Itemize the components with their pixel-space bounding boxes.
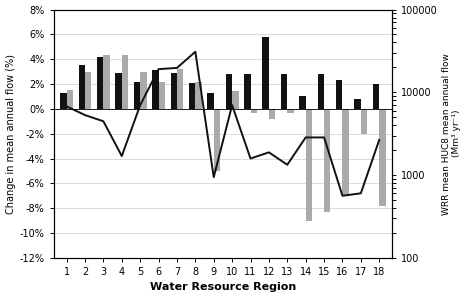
- Bar: [250, 109, 257, 113]
- Bar: [97, 57, 103, 109]
- Bar: [379, 109, 386, 206]
- Bar: [336, 80, 342, 109]
- Bar: [281, 74, 287, 109]
- Bar: [269, 109, 276, 119]
- Bar: [103, 55, 110, 109]
- Bar: [115, 73, 122, 109]
- Y-axis label: WRR mean HUC8 mean annual flow
(Mm³ yr⁻¹): WRR mean HUC8 mean annual flow (Mm³ yr⁻¹…: [442, 53, 461, 215]
- Bar: [60, 93, 67, 109]
- Bar: [189, 83, 195, 109]
- Bar: [177, 69, 184, 109]
- X-axis label: Water Resource Region: Water Resource Region: [150, 283, 296, 292]
- Bar: [152, 70, 159, 109]
- Bar: [244, 74, 250, 109]
- Bar: [170, 73, 177, 109]
- Bar: [373, 84, 379, 109]
- Bar: [195, 82, 202, 109]
- Bar: [232, 91, 239, 109]
- Bar: [299, 97, 306, 109]
- Bar: [214, 109, 220, 171]
- Bar: [159, 82, 165, 109]
- Y-axis label: Change in mean annual flow (%): Change in mean annual flow (%): [6, 54, 15, 214]
- Bar: [122, 55, 128, 109]
- Bar: [262, 37, 269, 109]
- Bar: [207, 93, 214, 109]
- Bar: [78, 66, 85, 109]
- Bar: [226, 74, 232, 109]
- Bar: [306, 109, 312, 221]
- Bar: [134, 82, 140, 109]
- Bar: [287, 109, 294, 113]
- Bar: [342, 109, 349, 196]
- Bar: [67, 90, 73, 109]
- Bar: [361, 109, 367, 134]
- Bar: [85, 72, 92, 109]
- Bar: [354, 99, 361, 109]
- Bar: [324, 109, 331, 212]
- Bar: [318, 74, 324, 109]
- Bar: [140, 72, 147, 109]
